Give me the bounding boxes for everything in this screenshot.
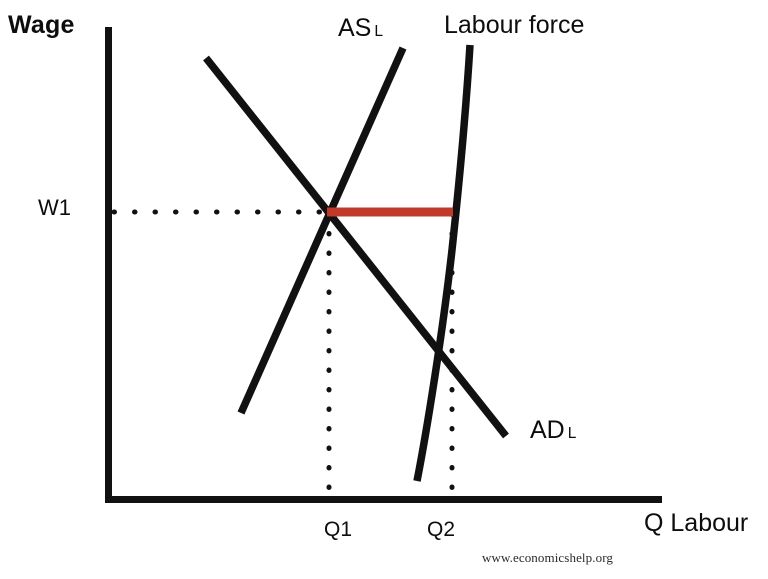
w1-tick-label: W1 xyxy=(38,195,71,220)
as-curve-label-text: AS xyxy=(338,14,372,42)
as-curve-label: AS L xyxy=(338,16,383,41)
as-curve-label-subscript: L xyxy=(374,23,383,40)
x-axis-label: Q Labour xyxy=(644,509,749,537)
q1-tick-label: Q1 xyxy=(324,518,353,541)
as-labour-supply-curve xyxy=(237,46,407,415)
ad-curve-label-text: AD xyxy=(530,416,565,444)
ad-curve-label-subscript: L xyxy=(567,425,577,442)
labour-force-curve xyxy=(413,44,474,482)
q2-tick-label: Q2 xyxy=(427,518,456,541)
ad-curve-label: AD L xyxy=(530,418,576,443)
y-axis-label: Wage xyxy=(8,11,75,39)
labour-force-curve-label: Labour force xyxy=(444,11,585,39)
ad-labour-demand-curve xyxy=(203,55,509,439)
watermark-text: www.economicshelp.org xyxy=(482,550,613,565)
